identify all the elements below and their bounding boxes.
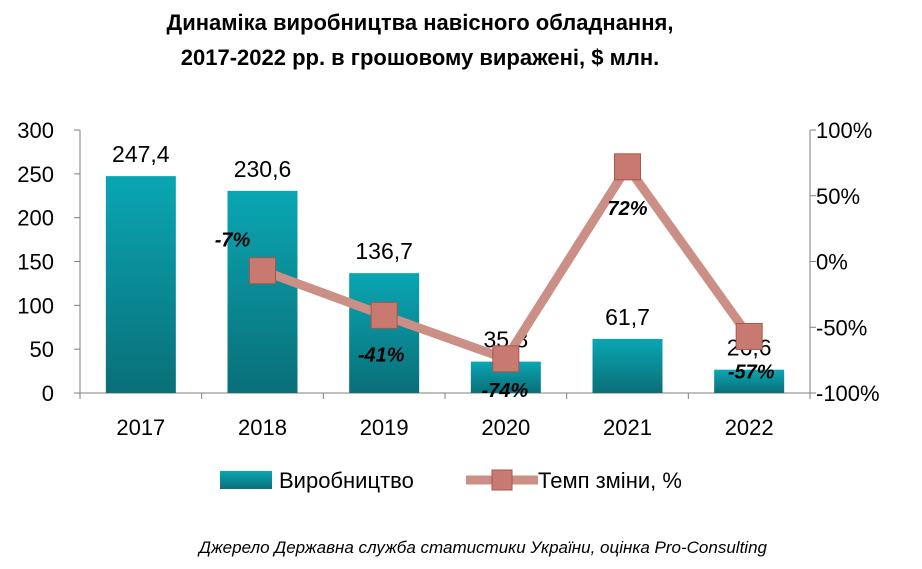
legend-line-label: Темп зміни, % [538,468,682,493]
rate-data-label: -41% [358,344,405,366]
x-tick-label: 2017 [116,415,165,440]
rate-line-series [249,153,763,373]
x-tick-label: 2019 [360,415,409,440]
rate-data-label: -57% [728,361,775,383]
rate-data-label: -74% [481,380,528,402]
chart-title-line-2: 2017-2022 рр. в грошовому виражені, $ мл… [181,45,659,70]
y-right-tick-label: 50% [816,184,860,209]
legend-bar-swatch [220,471,272,489]
y-right-tick-label: -100% [816,381,880,406]
rate-marker [249,257,276,285]
rate-data-label: -7% [215,230,251,252]
axes [74,129,816,399]
chart-title-line-1: Динаміка виробництва навісного обладнанн… [167,10,674,35]
rate-marker [735,322,763,350]
legend-bar-label: Виробництво [279,468,414,493]
y-right-tick-label: -50% [816,315,867,340]
legend-line-marker [491,469,513,491]
bar [349,273,420,393]
x-tick-label: 2022 [725,415,774,440]
source-note: Джерело Державна служба статистики Украї… [197,538,768,557]
y-left-axis-ticks: 0 50 100 150 200 250 300 [17,118,54,406]
y-left-tick-label: 50 [30,337,54,362]
rate-data-label: 72% [607,198,647,220]
bar [592,338,663,393]
y-right-tick-label: 100% [816,118,872,143]
bar [714,369,785,393]
legend: Виробництво Темп зміни, % [220,468,682,493]
bar-data-label: 247,4 [112,141,170,167]
rate-marker [370,301,398,329]
bar-data-label: 230,6 [234,156,292,182]
rate-marker [492,345,520,373]
rate-marker [614,153,641,181]
y-left-tick-label: 300 [17,118,54,143]
x-axis-ticks: 2017 2018 2019 2020 2021 2022 [116,415,773,440]
x-tick-label: 2021 [603,415,652,440]
bars [105,176,785,393]
y-left-tick-label: 250 [17,162,54,187]
bar [227,190,298,393]
x-tick-label: 2018 [238,415,287,440]
rate-data-labels: -7% -41% -74% 72% -57% [215,198,775,402]
y-left-tick-label: 0 [42,381,54,406]
bar [105,176,176,393]
y-left-tick-label: 200 [17,206,54,231]
bar-data-label: 136,7 [355,238,413,264]
y-left-tick-label: 100 [17,293,54,318]
y-left-tick-label: 150 [17,250,54,275]
y-right-axis-ticks: -100% -50% 0% 50% 100% [816,118,880,406]
bar-data-label: 61,7 [605,304,650,330]
x-tick-label: 2020 [481,415,530,440]
y-right-tick-label: 0% [816,250,848,275]
